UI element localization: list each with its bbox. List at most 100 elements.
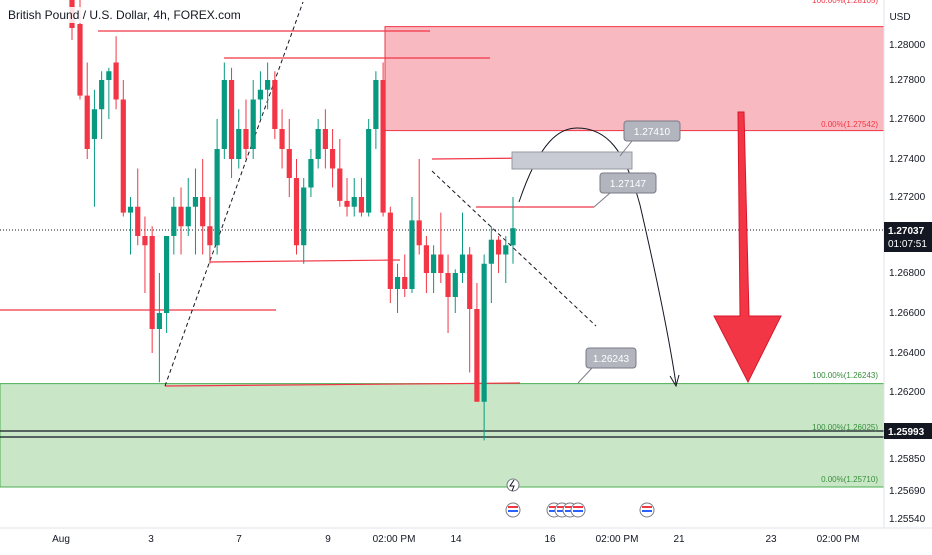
candle-body — [272, 80, 278, 129]
callout-pointer — [619, 140, 633, 157]
flag-stripe — [642, 510, 652, 512]
candle-body — [279, 129, 285, 149]
candle-body — [373, 80, 379, 129]
current-price-countdown: 01:07:51 — [888, 239, 927, 250]
time-tick: Aug — [52, 534, 70, 545]
time-tick: 02:00 PM — [817, 534, 860, 545]
time-tick: 14 — [450, 534, 462, 545]
trend-line — [164, 1, 304, 387]
price-tick: 1.27800 — [889, 75, 926, 86]
candle-body — [228, 80, 235, 159]
candle-body — [351, 197, 357, 207]
highlight-box — [511, 151, 633, 170]
candle-body — [236, 129, 242, 159]
candle-body — [257, 89, 264, 100]
price-tick: 1.26400 — [889, 348, 926, 359]
candle-body — [113, 62, 119, 100]
current-price-tag — [884, 222, 932, 252]
flag-stripe — [557, 510, 567, 512]
callout-pointer — [577, 367, 593, 384]
candle-body — [214, 149, 220, 246]
candle-body — [467, 254, 473, 309]
demand-zone — [0, 383, 885, 488]
candles-layer — [69, 0, 516, 441]
candle-body — [402, 277, 408, 289]
candle-body — [156, 313, 162, 329]
time-tick: 3 — [148, 534, 154, 545]
big-down-arrow — [713, 111, 782, 384]
candle-body — [322, 129, 328, 149]
demand-zone-label: 100.00%(1.26243) — [812, 371, 878, 380]
time-axis-bg — [0, 528, 884, 550]
price-axis[interactable]: USD 1.28000 1.27800 1.27600 1.27400 1.27200 1.… — [883, 0, 932, 550]
candle-body — [135, 206, 141, 236]
candle-body — [503, 245, 509, 255]
candle-body — [192, 197, 199, 207]
time-tick: 7 — [236, 534, 242, 545]
candle-body — [488, 239, 494, 264]
candle-body — [315, 129, 321, 159]
current-price-value: 1.27037 — [888, 226, 925, 237]
symbol-title[interactable]: British Pound / U.S. Dollar, 4h, FOREX.c… — [6, 7, 243, 23]
trend-line — [431, 170, 597, 327]
candle-body — [164, 236, 170, 313]
candle-body — [221, 80, 227, 149]
candle-body — [207, 226, 213, 246]
candle-body — [77, 24, 83, 96]
candle-body — [301, 187, 307, 246]
projection-arrowhead — [669, 374, 680, 388]
time-tick: 21 — [673, 534, 685, 545]
candle-body — [308, 159, 314, 188]
flag-stripe — [573, 506, 583, 508]
candle-body — [358, 197, 365, 213]
time-tick: 02:00 PM — [596, 534, 639, 545]
candle-body — [387, 212, 393, 289]
price-tick: 1.27400 — [889, 154, 926, 165]
flag-stripe — [565, 506, 575, 508]
candle-body — [409, 220, 415, 289]
highlighted-price-value: 1.25993 — [888, 427, 925, 438]
flag-stripe — [549, 510, 559, 512]
candle-body — [423, 245, 429, 273]
flag-stripe — [565, 510, 575, 512]
candle-body — [120, 99, 126, 213]
price-tick: 1.25690 — [889, 486, 926, 497]
candle-body — [438, 254, 444, 273]
candle-body — [416, 220, 422, 246]
time-axis[interactable]: Aug 3 7 9 02:00 PM 14 16 02:00 PM 21 23 02:00 PM — [0, 527, 932, 550]
candle-body — [127, 206, 134, 213]
candle-body — [445, 273, 451, 297]
callout-label: 1.26243 — [593, 354, 630, 365]
symbol-timeframe: 4h — [153, 8, 167, 22]
price-tick: 1.26200 — [889, 387, 926, 398]
flag-stripe — [508, 510, 518, 512]
callout-label: 1.27147 — [610, 179, 647, 190]
callout-label: 1.27410 — [634, 127, 671, 138]
candle-body — [459, 254, 466, 273]
currency-label: USD — [889, 12, 910, 23]
callout-box — [623, 120, 681, 142]
candle-body — [178, 206, 184, 227]
candle-body — [452, 273, 458, 297]
time-tick: 23 — [765, 534, 777, 545]
candle-body — [142, 236, 148, 246]
callout-box — [585, 347, 637, 369]
candle-body — [495, 239, 502, 255]
time-tick: 9 — [325, 534, 331, 545]
candle-body — [481, 263, 487, 402]
flag-stripe — [508, 506, 518, 508]
candle-body — [337, 168, 343, 201]
highlighted-price-tag — [884, 423, 932, 439]
demand-zone-bottom-label: 0.00%(1.25710) — [821, 475, 878, 484]
candle-body — [243, 129, 249, 149]
supply-zone — [384, 26, 885, 132]
candle-body — [149, 236, 155, 329]
flag-stripe — [642, 506, 652, 508]
supply-zone-top-label: 100.00%(1.28105) — [812, 0, 878, 5]
flag-stripe — [549, 506, 559, 508]
supply-zone-label: 0.00%(1.27542) — [821, 120, 878, 129]
callout-pointer — [593, 192, 611, 208]
callout-box — [599, 172, 657, 194]
